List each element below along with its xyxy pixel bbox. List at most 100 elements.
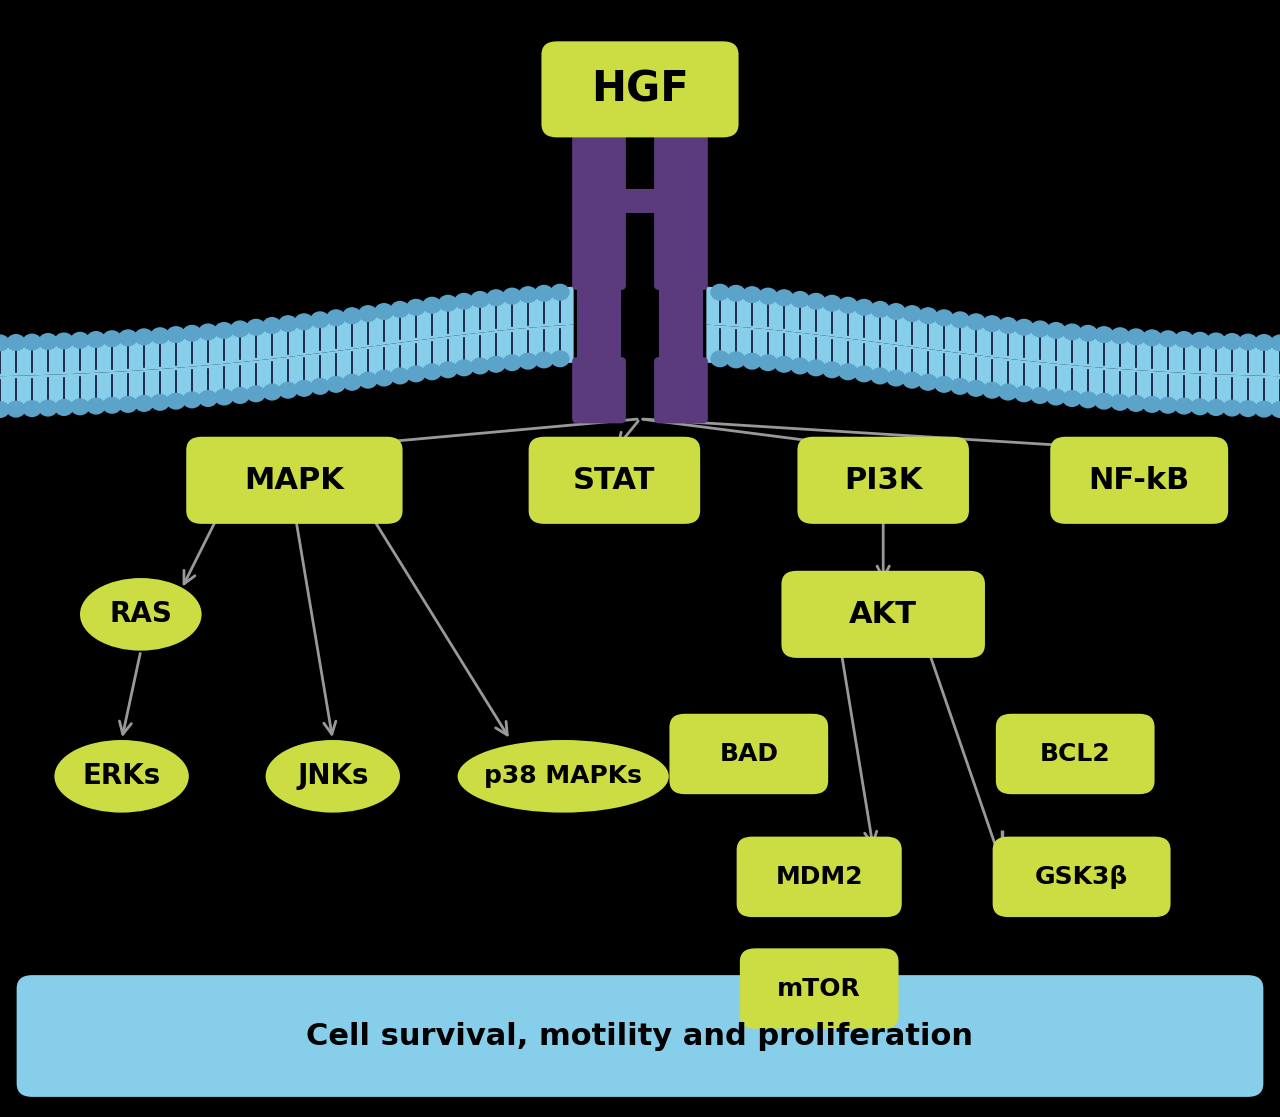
Circle shape — [279, 316, 297, 332]
FancyBboxPatch shape — [572, 357, 626, 423]
Circle shape — [1190, 399, 1210, 414]
Circle shape — [343, 308, 361, 324]
FancyBboxPatch shape — [993, 837, 1170, 917]
Circle shape — [759, 288, 777, 304]
Circle shape — [535, 352, 553, 367]
Text: HGF: HGF — [591, 68, 689, 111]
Circle shape — [166, 393, 186, 409]
Circle shape — [456, 360, 474, 375]
Text: MAPK: MAPK — [244, 466, 344, 495]
Circle shape — [70, 399, 90, 414]
Circle shape — [1111, 394, 1129, 410]
Circle shape — [791, 359, 809, 374]
Circle shape — [550, 351, 570, 366]
Circle shape — [200, 324, 218, 340]
Text: mTOR: mTOR — [777, 976, 861, 1001]
Circle shape — [1047, 389, 1065, 404]
Circle shape — [151, 328, 169, 344]
Circle shape — [968, 381, 986, 397]
Text: RAS: RAS — [109, 600, 173, 629]
Circle shape — [887, 370, 905, 385]
Circle shape — [87, 332, 105, 347]
Circle shape — [230, 388, 250, 403]
Circle shape — [712, 351, 730, 366]
Circle shape — [8, 401, 26, 417]
Circle shape — [983, 316, 1001, 332]
Circle shape — [808, 294, 826, 309]
FancyBboxPatch shape — [669, 714, 828, 794]
Circle shape — [247, 386, 265, 402]
Circle shape — [23, 401, 41, 417]
Circle shape — [8, 335, 26, 351]
Circle shape — [55, 333, 73, 349]
Circle shape — [919, 308, 937, 324]
Circle shape — [1175, 332, 1193, 347]
FancyBboxPatch shape — [1050, 437, 1229, 524]
Text: NF-kB: NF-kB — [1088, 466, 1190, 495]
Ellipse shape — [81, 579, 202, 650]
Circle shape — [1062, 391, 1080, 407]
Circle shape — [119, 330, 137, 345]
Circle shape — [439, 295, 457, 311]
Circle shape — [166, 327, 186, 343]
Polygon shape — [707, 325, 1280, 414]
Circle shape — [904, 306, 922, 322]
Text: p38 MAPKs: p38 MAPKs — [484, 764, 643, 789]
Circle shape — [1175, 399, 1193, 414]
FancyBboxPatch shape — [781, 571, 986, 658]
Circle shape — [520, 287, 538, 303]
Text: BAD: BAD — [719, 742, 778, 766]
Circle shape — [200, 391, 218, 407]
Circle shape — [968, 314, 986, 330]
Circle shape — [471, 292, 489, 307]
Circle shape — [934, 376, 952, 392]
Circle shape — [742, 353, 760, 369]
Circle shape — [503, 355, 521, 371]
Circle shape — [471, 359, 489, 374]
Circle shape — [422, 364, 440, 380]
Circle shape — [488, 290, 506, 306]
Circle shape — [439, 362, 457, 378]
Circle shape — [1111, 328, 1129, 344]
Circle shape — [279, 382, 297, 398]
FancyBboxPatch shape — [797, 437, 969, 524]
Circle shape — [70, 333, 90, 349]
Circle shape — [1143, 397, 1161, 412]
Circle shape — [136, 330, 154, 345]
Circle shape — [759, 355, 777, 371]
Circle shape — [712, 285, 730, 300]
Circle shape — [887, 304, 905, 319]
Text: BCL2: BCL2 — [1039, 742, 1111, 766]
Circle shape — [343, 374, 361, 390]
Text: ERKs: ERKs — [82, 762, 161, 791]
Circle shape — [840, 297, 858, 313]
Circle shape — [392, 302, 410, 317]
Circle shape — [456, 294, 474, 309]
Circle shape — [151, 394, 169, 410]
Circle shape — [1224, 334, 1242, 350]
Polygon shape — [0, 325, 573, 414]
Circle shape — [1239, 401, 1257, 417]
Circle shape — [215, 389, 233, 404]
Circle shape — [870, 369, 890, 384]
FancyBboxPatch shape — [996, 714, 1155, 794]
Circle shape — [422, 297, 440, 313]
Circle shape — [38, 400, 58, 416]
Polygon shape — [707, 287, 1280, 376]
Circle shape — [0, 335, 9, 351]
Circle shape — [1015, 319, 1033, 335]
Circle shape — [1190, 333, 1210, 349]
Circle shape — [407, 299, 425, 315]
Circle shape — [934, 309, 952, 325]
Circle shape — [0, 402, 9, 418]
Circle shape — [1254, 401, 1272, 417]
Circle shape — [488, 356, 506, 372]
Bar — [621, 189, 659, 213]
Circle shape — [1254, 335, 1272, 351]
Circle shape — [296, 381, 314, 397]
Circle shape — [1160, 398, 1178, 413]
Circle shape — [503, 288, 521, 304]
Circle shape — [230, 321, 250, 336]
FancyBboxPatch shape — [529, 437, 700, 524]
FancyBboxPatch shape — [737, 837, 901, 917]
